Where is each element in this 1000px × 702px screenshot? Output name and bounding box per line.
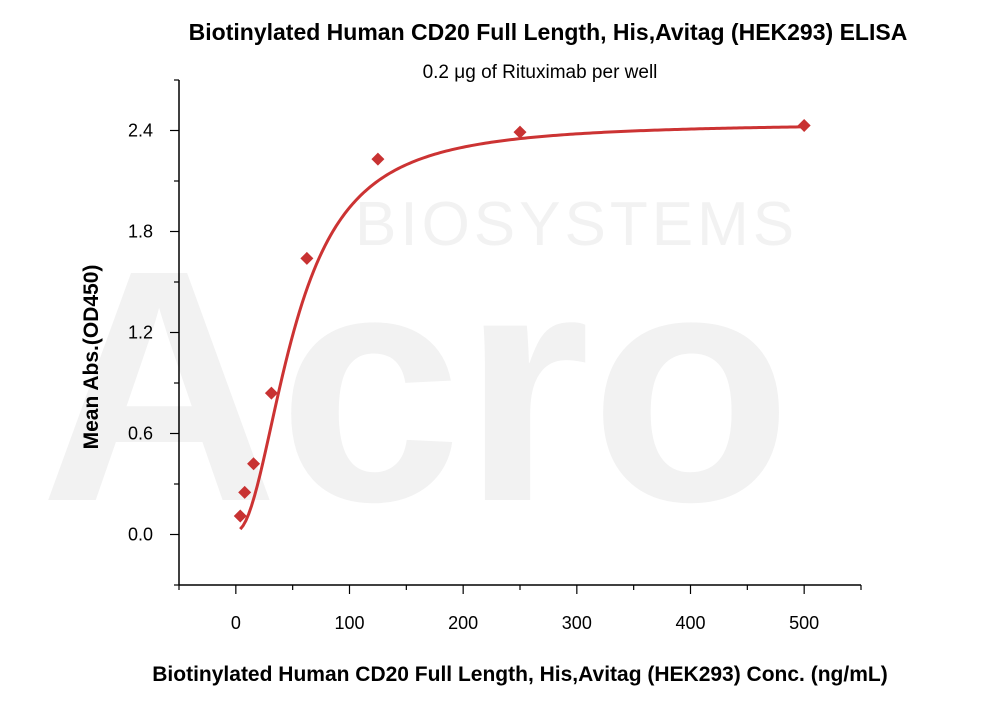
y-tick-label: 0.6 bbox=[128, 424, 153, 444]
y-ticks: 0.0 0.6 1.2 1.8 2.4 bbox=[128, 79, 179, 586]
x-tick-label: 200 bbox=[448, 613, 478, 633]
x-tick-label: 100 bbox=[334, 613, 364, 633]
watermark: BIOSYSTEMS Acro bbox=[40, 190, 798, 570]
y-tick-label: 0.0 bbox=[128, 525, 153, 545]
x-tick-label: 300 bbox=[562, 613, 592, 633]
fit-curve bbox=[239, 125, 805, 531]
x-ticks: 0 100 200 300 400 500 bbox=[178, 585, 862, 633]
y-tick-label: 1.8 bbox=[128, 222, 153, 242]
data-point bbox=[264, 386, 278, 400]
data-point bbox=[513, 125, 527, 139]
x-axis-label: Biotinylated Human CD20 Full Length, His… bbox=[152, 663, 887, 686]
y-axis-label: Mean Abs.(OD450) bbox=[80, 265, 103, 450]
data-point bbox=[233, 509, 247, 523]
y-tick-label: 2.4 bbox=[128, 121, 153, 141]
data-point bbox=[371, 152, 385, 166]
watermark-logo: Acro bbox=[40, 201, 792, 570]
data-point bbox=[300, 251, 314, 265]
x-tick-label: 500 bbox=[789, 613, 819, 633]
data-point bbox=[238, 485, 252, 499]
x-tick-label: 400 bbox=[675, 613, 705, 633]
data-point bbox=[797, 118, 811, 132]
chart-subtitle: 0.2 μg of Rituximab per well bbox=[423, 62, 658, 83]
watermark-biosystems: BIOSYSTEMS bbox=[355, 190, 798, 259]
x-tick-label: 0 bbox=[231, 613, 241, 633]
y-tick-label: 1.2 bbox=[128, 323, 153, 343]
plot-area bbox=[233, 118, 811, 531]
data-point bbox=[247, 457, 261, 471]
chart-title: Biotinylated Human CD20 Full Length, His… bbox=[189, 19, 908, 45]
